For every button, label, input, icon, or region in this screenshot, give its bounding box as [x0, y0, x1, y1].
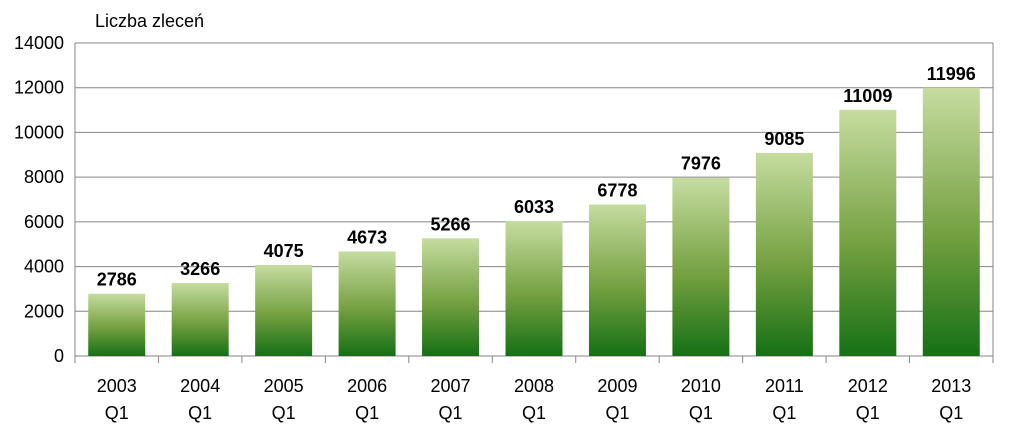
x-tick-label-quarter: Q1	[939, 403, 963, 423]
y-tick-label: 8000	[24, 167, 64, 187]
x-tick-label-quarter: Q1	[772, 403, 796, 423]
x-tick-label-quarter: Q1	[272, 403, 296, 423]
y-tick-label: 0	[54, 346, 64, 366]
x-tick-label-quarter: Q1	[188, 403, 212, 423]
bars	[88, 87, 980, 357]
x-tick-label-year: 2011	[765, 376, 804, 396]
y-axis-title: Liczba zleceń	[95, 11, 204, 31]
data-label: 6778	[597, 180, 637, 200]
x-tick-label-year: 2005	[264, 376, 304, 396]
y-tick-label: 14000	[14, 33, 64, 53]
data-label: 5266	[431, 214, 471, 234]
bar	[422, 238, 480, 356]
x-tick-label-quarter: Q1	[355, 403, 379, 423]
data-label: 11009	[843, 86, 892, 106]
bar	[338, 251, 396, 356]
y-tick-label: 12000	[14, 78, 64, 98]
bar	[171, 282, 229, 356]
x-tick-label-year: 2012	[848, 376, 888, 396]
bar	[922, 87, 980, 356]
x-tick-label-quarter: Q1	[605, 403, 629, 423]
x-tick-label-quarter: Q1	[439, 403, 463, 423]
data-label: 9085	[764, 129, 804, 149]
data-label: 4075	[264, 241, 304, 261]
data-label: 3266	[180, 259, 220, 279]
x-tick-label-year: 2003	[97, 376, 137, 396]
x-axis-tick-labels: 2003 Q1 2004 Q1 2005 Q1 2006 Q1 2007 Q1 2008 Q1 2009…	[97, 376, 972, 423]
x-tick-label-quarter: Q1	[105, 403, 129, 423]
data-label: 4673	[347, 228, 387, 248]
x-tick-label-year: 2007	[431, 376, 471, 396]
bar	[755, 152, 813, 356]
y-tick-label: 10000	[14, 122, 64, 142]
y-tick-label: 2000	[24, 301, 64, 321]
data-label: 11996	[927, 64, 976, 84]
x-tick-label-quarter: Q1	[856, 403, 880, 423]
bar	[839, 109, 897, 357]
bar	[255, 264, 313, 356]
bar	[672, 177, 730, 356]
y-tick-label: 6000	[24, 212, 64, 232]
data-label: 7976	[681, 154, 721, 174]
x-tick-label-year: 2006	[347, 376, 387, 396]
x-tick-label-quarter: Q1	[522, 403, 546, 423]
bar	[588, 204, 646, 356]
bar	[505, 221, 563, 356]
x-tick-label-year: 2013	[931, 376, 971, 396]
x-tick-label-year: 2004	[180, 376, 220, 396]
x-tick-label-year: 2010	[681, 376, 721, 396]
data-label: 6033	[514, 197, 554, 217]
x-tick-label-quarter: Q1	[689, 403, 713, 423]
y-tick-label: 4000	[24, 257, 64, 277]
bar	[88, 293, 146, 356]
y-axis-tick-labels: 0 2000 4000 6000 8000 10000 12000 14000	[14, 33, 64, 366]
x-tick-label-year: 2009	[597, 376, 637, 396]
data-label: 2786	[97, 270, 137, 290]
data-labels: 2786 3266 4075 4673 5266 6033 6778 7976 9085 1100…	[97, 64, 976, 290]
x-tick-label-year: 2008	[514, 376, 554, 396]
